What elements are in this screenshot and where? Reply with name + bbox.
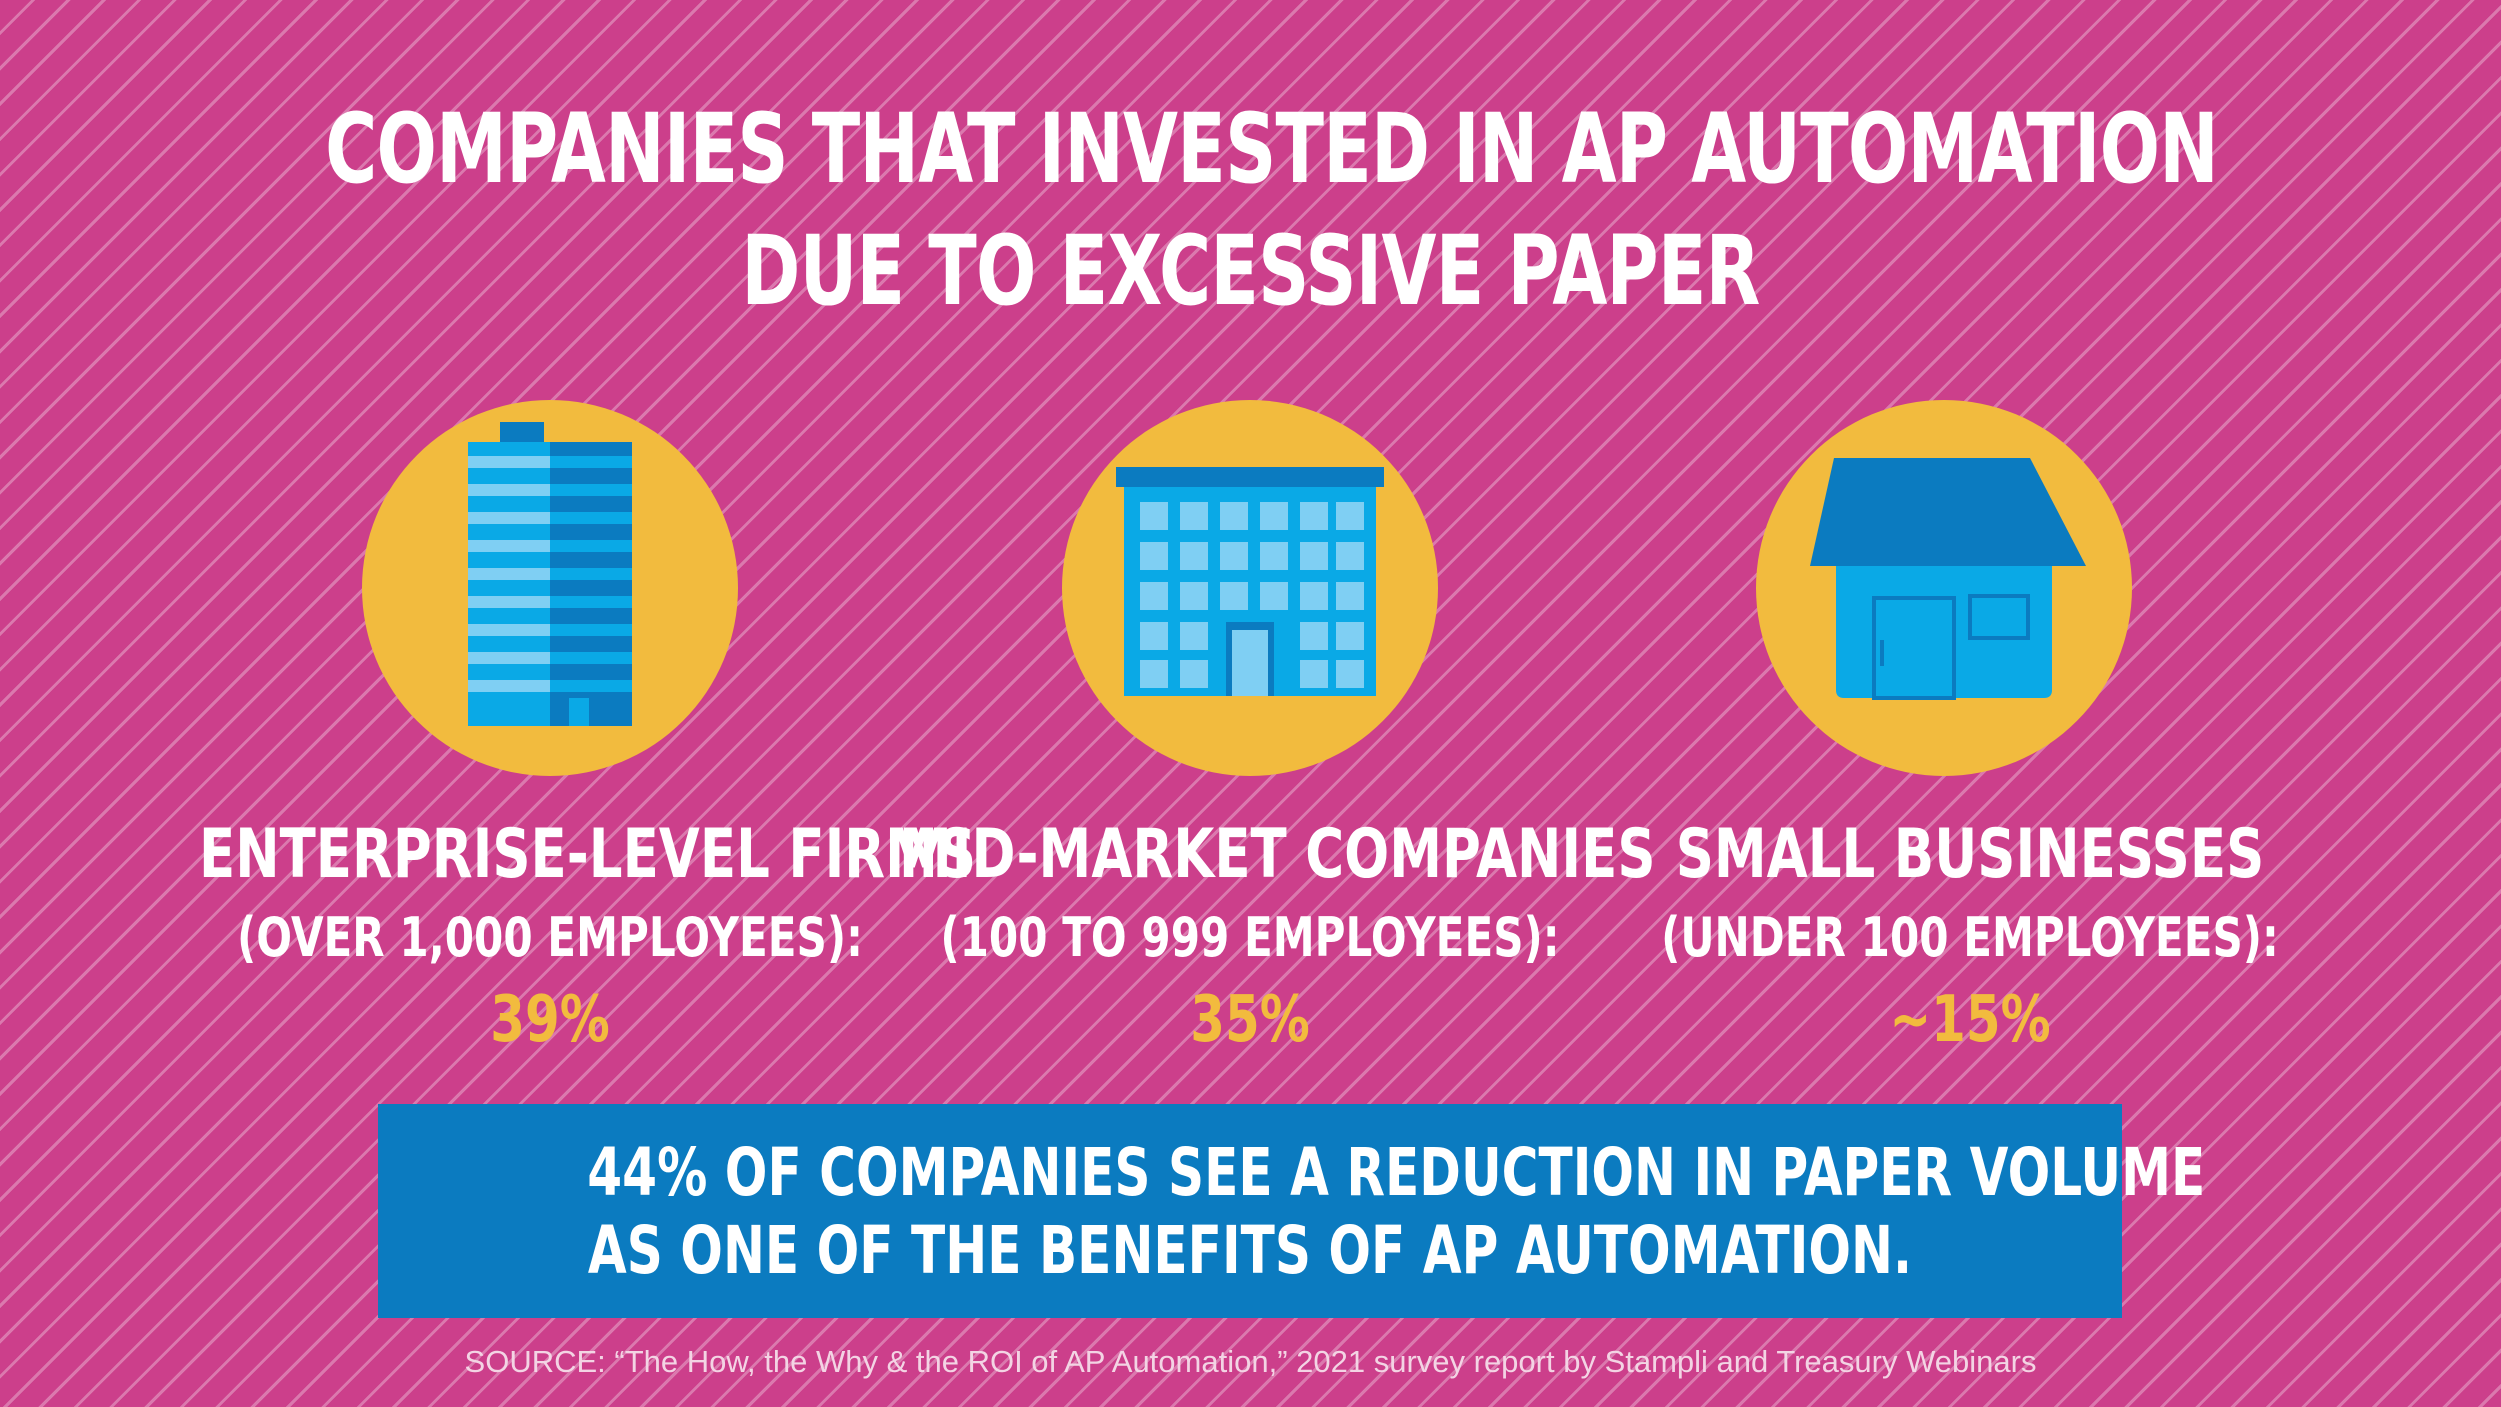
segment-subheading: (UNDER 100 EMPLOYEES): (1661, 906, 2279, 969)
skyscraper-icon (468, 422, 632, 726)
enterprise-icon-circle (362, 400, 738, 776)
segment-mid-market: MID-MARKET COMPANIES (100 TO 999 EMPLOYE… (899, 812, 1656, 1062)
banner-line-2: AS ONE OF THE BENEFITS OF AP AUTOMATION. (587, 1212, 1913, 1289)
segment-heading: SMALL BUSINESSES (1675, 815, 2265, 894)
page-title: COMPANIES THAT INVESTED IN AP AUTOMATION… (325, 88, 2219, 332)
office-building-icon (1116, 467, 1384, 696)
small-business-icon-circle (1756, 400, 2132, 776)
segment-percentage: 39% (490, 983, 610, 1057)
segment-heading: ENTERPRISE-LEVEL FIRMS (199, 815, 977, 894)
source-citation: SOURCE: “The How, the Why & the ROI of A… (464, 1344, 2037, 1379)
mid-market-icon-circle (1062, 400, 1438, 776)
segment-percentage: 35% (1190, 983, 1310, 1057)
segment-enterprise: ENTERPRISE-LEVEL FIRMS (OVER 1,000 EMPLO… (199, 812, 977, 1062)
banner-line-1: 44% OF COMPANIES SEE A REDUCTION IN PAPE… (587, 1134, 2206, 1211)
summary-banner: 44% OF COMPANIES SEE A REDUCTION IN PAPE… (378, 1104, 2206, 1318)
segment-subheading: (OVER 1,000 EMPLOYEES): (237, 906, 863, 969)
segment-subheading: (100 TO 999 EMPLOYEES): (940, 906, 1560, 969)
segment-small-business: SMALL BUSINESSES (UNDER 100 EMPLOYEES): … (1619, 812, 2321, 1062)
title-line-2: DUE TO EXCESSIVE PAPER (741, 215, 1760, 327)
segment-heading: MID-MARKET COMPANIES (899, 815, 1656, 894)
segment-percentage: ~15% (1889, 983, 2051, 1057)
house-icon (1810, 458, 2086, 700)
title-line-1: COMPANIES THAT INVESTED IN AP AUTOMATION (325, 93, 2219, 205)
